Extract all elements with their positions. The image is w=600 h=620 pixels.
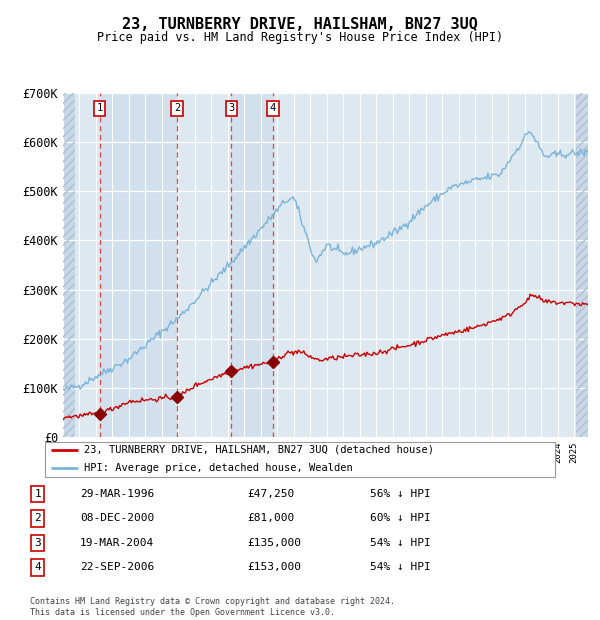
Text: 29-MAR-1996: 29-MAR-1996 — [80, 489, 154, 499]
Text: 08-DEC-2000: 08-DEC-2000 — [80, 513, 154, 523]
Text: HPI: Average price, detached house, Wealden: HPI: Average price, detached house, Weal… — [85, 463, 353, 473]
Text: 54% ↓ HPI: 54% ↓ HPI — [370, 562, 431, 572]
Text: 56% ↓ HPI: 56% ↓ HPI — [370, 489, 431, 499]
FancyBboxPatch shape — [44, 441, 556, 477]
Text: 3: 3 — [228, 104, 235, 113]
Text: 2: 2 — [174, 104, 180, 113]
Text: £47,250: £47,250 — [247, 489, 295, 499]
Text: £153,000: £153,000 — [247, 562, 301, 572]
Bar — [232, 93, 273, 437]
Text: 1: 1 — [35, 489, 41, 499]
Text: Contains HM Land Registry data © Crown copyright and database right 2024.
This d: Contains HM Land Registry data © Crown c… — [30, 598, 395, 617]
Text: 1: 1 — [97, 104, 103, 113]
Text: Price paid vs. HM Land Registry's House Price Index (HPI): Price paid vs. HM Land Registry's House … — [97, 31, 503, 44]
Text: 22-SEP-2006: 22-SEP-2006 — [80, 562, 154, 572]
Text: 23, TURNBERRY DRIVE, HAILSHAM, BN27 3UQ: 23, TURNBERRY DRIVE, HAILSHAM, BN27 3UQ — [122, 17, 478, 32]
Text: 4: 4 — [35, 562, 41, 572]
Text: 4: 4 — [269, 104, 276, 113]
Text: 3: 3 — [35, 538, 41, 548]
Bar — [63, 93, 76, 437]
Bar — [575, 93, 588, 437]
Text: 54% ↓ HPI: 54% ↓ HPI — [370, 538, 431, 548]
Text: 19-MAR-2004: 19-MAR-2004 — [80, 538, 154, 548]
Text: 60% ↓ HPI: 60% ↓ HPI — [370, 513, 431, 523]
Bar — [575, 93, 588, 437]
Text: 2: 2 — [35, 513, 41, 523]
Bar — [63, 93, 76, 437]
Text: £135,000: £135,000 — [247, 538, 301, 548]
Text: £81,000: £81,000 — [247, 513, 295, 523]
Bar — [100, 93, 177, 437]
Text: 23, TURNBERRY DRIVE, HAILSHAM, BN27 3UQ (detached house): 23, TURNBERRY DRIVE, HAILSHAM, BN27 3UQ … — [85, 445, 434, 455]
